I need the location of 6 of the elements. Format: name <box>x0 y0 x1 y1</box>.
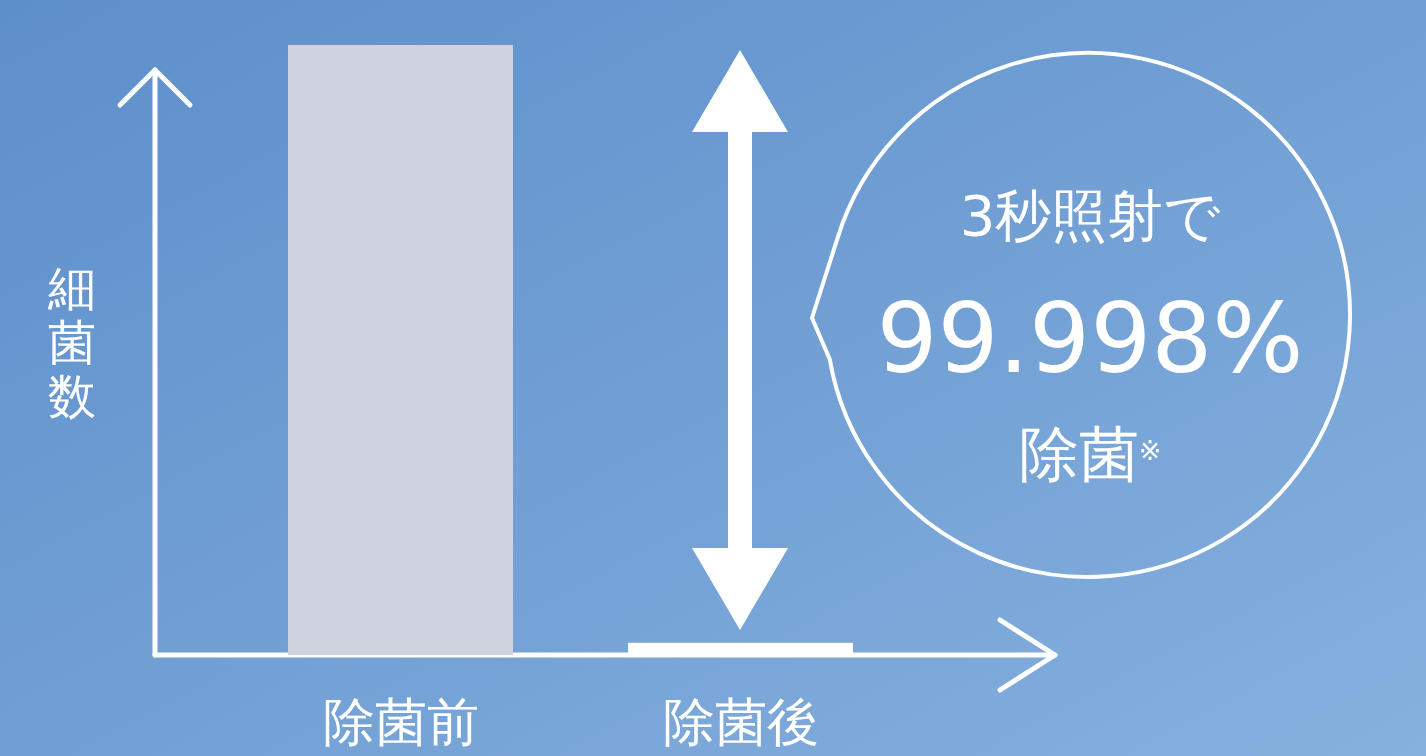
x-tick-label: 除菌前 <box>322 692 479 752</box>
annotation: 99.998% <box>876 283 1304 395</box>
y-axis-title: 細菌数 <box>47 260 96 424</box>
annotation: 除菌$^{※}$ <box>1018 419 1162 489</box>
x-tick-label: 除菌後 <box>662 692 819 752</box>
annotation: 3秒照射で <box>959 183 1222 248</box>
